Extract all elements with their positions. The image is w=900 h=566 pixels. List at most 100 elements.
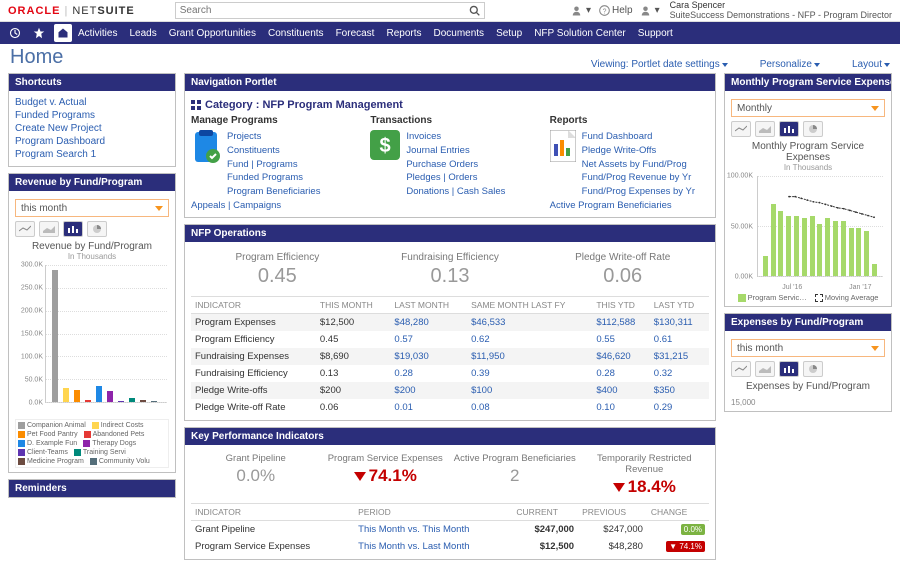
table-row: Pledge Write-off Rate0.060.010.080.100.2…: [191, 399, 709, 416]
line-chart-icon[interactable]: [15, 221, 35, 237]
help-link[interactable]: ?Help: [599, 5, 633, 16]
table-row: Grant PipelineThis Month vs. This Month$…: [191, 520, 709, 538]
navp-link[interactable]: Fund/Prog Revenue by Yr: [582, 172, 692, 183]
quick-add-menu[interactable]: ▾: [572, 5, 591, 17]
ebfp-header: Expenses by Fund/Program: [725, 314, 891, 331]
area-chart-icon[interactable]: [39, 221, 59, 237]
clipboard-icon: [191, 130, 221, 167]
nfp-ops-header: NFP Operations: [185, 225, 715, 242]
kpi-label: Program Service Expenses: [321, 453, 451, 464]
table-row: Fundraising Efficiency0.130.280.390.280.…: [191, 365, 709, 382]
navp-link[interactable]: Pledges | Orders: [406, 172, 477, 183]
personalize-menu[interactable]: Personalize: [744, 59, 820, 70]
navp-category: Category : NFP Program Management: [191, 95, 709, 115]
mpse-period-select[interactable]: Monthly: [731, 99, 885, 117]
nav-item[interactable]: Reports: [386, 28, 421, 39]
area-chart-icon[interactable]: [755, 121, 775, 137]
line-chart-icon[interactable]: [731, 121, 751, 137]
shortcut-link[interactable]: Budget v. Actual: [15, 97, 169, 108]
ebfp-chart-title: Expenses by Fund/Program: [731, 381, 885, 392]
navp-link[interactable]: Projects: [227, 131, 261, 142]
kpi-label: Grant Pipeline: [191, 453, 321, 464]
line-chart-icon[interactable]: [731, 361, 751, 377]
bar-chart-icon[interactable]: [779, 361, 799, 377]
metric-label: Program Efficiency: [191, 252, 364, 263]
shortcut-link[interactable]: Create New Project: [15, 123, 169, 134]
nav-item[interactable]: NFP Solution Center: [534, 28, 626, 39]
svg-text:$: $: [380, 135, 391, 157]
navp-link[interactable]: Fund/Prog Expenses by Yr: [582, 186, 695, 197]
navp-link[interactable]: Invoices: [406, 131, 441, 142]
metric-label: Pledge Write-off Rate: [536, 252, 709, 263]
nav-item[interactable]: Leads: [129, 28, 156, 39]
navp-link[interactable]: Funded Programs: [227, 172, 303, 183]
navp-link[interactable]: Constituents: [227, 145, 280, 156]
page-title: Home: [10, 46, 63, 69]
nfp-ops-portlet: NFP Operations Program Efficiency 0.45 Fun…: [184, 224, 716, 421]
bar-chart-icon[interactable]: [63, 221, 83, 237]
user-block: Cara Spencer SuiteSuccess Demonstrations…: [670, 1, 892, 21]
role-menu[interactable]: ▾: [641, 5, 660, 17]
ops-table: INDICATORTHIS MONTHLAST MONTHSAME MONTH …: [191, 296, 709, 416]
nav-item[interactable]: Constituents: [268, 28, 324, 39]
favorites-icon[interactable]: [30, 24, 48, 42]
area-chart-icon[interactable]: [755, 361, 775, 377]
nav-item[interactable]: Documents: [433, 28, 484, 39]
mpse-chart-sub: In Thousands: [731, 163, 885, 172]
shortcuts-header: Shortcuts: [9, 74, 175, 91]
home-icon[interactable]: [54, 24, 72, 42]
nav-item[interactable]: Grant Opportunities: [169, 28, 256, 39]
metric-value: 0.45: [191, 265, 364, 288]
navp-col-header: Transactions: [370, 115, 529, 126]
table-row: Program Service ExpensesThis Month vs. L…: [191, 538, 709, 555]
reminders-header: Reminders: [9, 480, 175, 497]
pie-chart-icon[interactable]: [803, 361, 823, 377]
viewing-menu[interactable]: Viewing: Portlet date settings: [575, 59, 728, 70]
pie-chart-icon[interactable]: [803, 121, 823, 137]
table-row: Program Efficiency0.450.570.620.550.61: [191, 331, 709, 348]
chart-type-toolbar: [731, 121, 885, 137]
nav-item[interactable]: Setup: [496, 28, 522, 39]
revenue-period-select[interactable]: this month: [15, 199, 169, 217]
navp-link[interactable]: Net Assets by Fund/Prog: [582, 159, 687, 170]
pie-chart-icon[interactable]: [87, 221, 107, 237]
kpi-value: 74.1%: [354, 466, 417, 486]
revenue-chart-title: Revenue by Fund/Program: [15, 241, 169, 252]
kpi-value: 0.0%: [236, 466, 275, 486]
kpi-portlet: Key Performance Indicators Grant Pipelin…: [184, 427, 716, 560]
navp-link[interactable]: Appeals | Campaigns: [191, 200, 281, 211]
page-options: Viewing: Portlet date settings Personali…: [549, 55, 900, 73]
navp-link[interactable]: Fund Dashboard: [582, 131, 653, 142]
change-badge: ▼ 74.1%: [666, 541, 705, 552]
shortcut-link[interactable]: Funded Programs: [15, 110, 169, 121]
navp-link[interactable]: Active Program Beneficiaries: [550, 200, 672, 211]
mpse-legend: Program Servic…Moving Average: [731, 293, 885, 302]
revenue-legend: Companion AnimalIndirect CostsPet Food P…: [15, 419, 169, 468]
recent-records-icon[interactable]: [6, 24, 24, 42]
navp-link[interactable]: Pledge Write-Offs: [582, 145, 657, 156]
search-input[interactable]: [180, 5, 469, 16]
navp-link[interactable]: Journal Entries: [406, 145, 469, 156]
nav-item[interactable]: Support: [638, 28, 673, 39]
bar-chart-icon[interactable]: [779, 121, 799, 137]
nav-item[interactable]: Activities: [78, 28, 117, 39]
chart-type-toolbar: [731, 361, 885, 377]
navp-link[interactable]: Program Beneficiaries: [227, 186, 320, 197]
ebfp-period-select[interactable]: this month: [731, 339, 885, 357]
navp-link[interactable]: Donations | Cash Sales: [406, 186, 505, 197]
shortcuts-portlet: Shortcuts Budget v. Actual Funded Program…: [8, 73, 176, 167]
table-row: Fundraising Expenses$8,690$19,030$11,950…: [191, 348, 709, 365]
shortcut-link[interactable]: Program Search 1: [15, 149, 169, 160]
shortcut-link[interactable]: Program Dashboard: [15, 136, 169, 147]
reminders-portlet: Reminders: [8, 479, 176, 498]
navp-link[interactable]: Purchase Orders: [406, 159, 478, 170]
kpi-label: Active Program Beneficiaries: [450, 453, 580, 464]
global-search[interactable]: [175, 2, 485, 19]
nav-item[interactable]: Forecast: [336, 28, 375, 39]
user-role: SuiteSuccess Demonstrations - NFP - Prog…: [670, 11, 892, 21]
layout-menu[interactable]: Layout: [836, 59, 890, 70]
search-icon: [469, 5, 480, 16]
metric-value: 0.06: [536, 265, 709, 288]
kpi-label: Temporarily Restricted Revenue: [580, 453, 710, 475]
navp-link[interactable]: Fund | Programs: [227, 159, 298, 170]
